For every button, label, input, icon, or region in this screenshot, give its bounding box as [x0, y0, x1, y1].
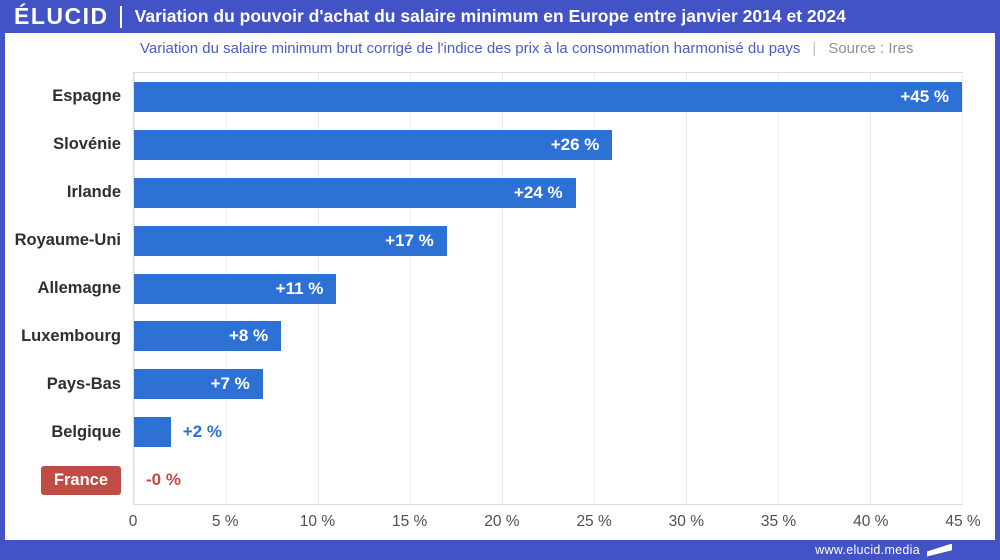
category-band: Belgique: [5, 409, 121, 457]
table-row: +8 %: [134, 312, 962, 360]
x-tick-label: 15 %: [391, 513, 428, 530]
table-row: +45 %: [134, 73, 962, 121]
value-label: +8 %: [228, 326, 269, 346]
category-label: Espagne: [52, 86, 121, 105]
subtitle-text: Variation du salaire minimum brut corrig…: [140, 40, 801, 57]
bar-rows: +45 % +26 % +24 % +17 % +11 % +8 % +7 % +2 % -0 …: [134, 73, 962, 504]
header-divider: [119, 5, 122, 28]
chart-content: Variation du salaire minimum brut corrig…: [5, 33, 995, 540]
subtitle-separator: |: [812, 40, 817, 57]
source-label: Source : Ires: [828, 40, 914, 57]
category-band: Royaume-Uni: [5, 216, 121, 264]
bar-allemagne: +11 %: [134, 273, 337, 304]
gridline: [685, 73, 687, 504]
value-label: +2 %: [182, 422, 223, 442]
footer-bar: www.elucid.media: [0, 540, 1000, 560]
bar-slovénie: +26 %: [134, 129, 613, 160]
bar-belgique: [134, 417, 171, 448]
gridline: [962, 73, 963, 504]
x-tick-label: 35 %: [760, 513, 797, 530]
page-title: Variation du pouvoir d'achat du salaire …: [134, 6, 846, 26]
website-url: www.elucid.media: [815, 543, 920, 557]
category-band: Luxembourg: [5, 313, 121, 361]
bar-royaume-uni: +17 %: [134, 225, 447, 256]
x-tick-label: 45 %: [945, 513, 981, 530]
x-axis: 0 5 % 10 % 15 % 20 % 25 % 30 % 35 % 40 % 45 %: [129, 511, 981, 535]
category-label-highlighted: France: [40, 466, 121, 496]
category-labels-column: Espagne Slovénie Irlande Royaume-Uni Allemag…: [5, 72, 121, 505]
chart-subtitle: Variation du salaire minimum brut corrig…: [140, 33, 913, 64]
category-label: Belgique: [51, 423, 121, 442]
plot-area: +45 % +26 % +24 % +17 % +11 % +8 % +7 % +2 % -0 …: [133, 72, 963, 505]
table-row: +24 %: [134, 169, 962, 217]
x-tick-label: 40 %: [853, 513, 889, 530]
gridline: [409, 73, 411, 504]
gridline: [502, 73, 503, 504]
table-row: +17 %: [134, 217, 962, 265]
table-row: +2 %: [134, 408, 962, 456]
x-tick-label: 5 %: [211, 513, 239, 530]
category-band: France: [5, 457, 121, 505]
gridline: [870, 73, 871, 504]
value-label: +24 %: [513, 182, 563, 202]
category-label: Irlande: [66, 182, 121, 201]
bar-irlande: +24 %: [134, 177, 576, 208]
table-row: -0 %: [134, 456, 962, 504]
value-label: +7 %: [210, 374, 250, 394]
x-tick-label: 30 %: [668, 513, 704, 530]
value-label: +17 %: [385, 230, 434, 250]
x-tick-label: 25 %: [576, 513, 612, 530]
category-label: Slovénie: [53, 134, 121, 153]
value-label: +45 %: [900, 86, 949, 106]
elucid-logo: ÉLUCID: [14, 3, 109, 29]
table-row: +26 %: [134, 121, 962, 169]
category-label: Royaume-Uni: [14, 230, 121, 249]
x-tick-label: 20 %: [484, 513, 520, 530]
category-band: Irlande: [5, 168, 121, 216]
category-band: Espagne: [5, 72, 121, 120]
elucid-flag-icon: [927, 543, 952, 557]
category-label: Pays-Bas: [46, 375, 121, 394]
value-label: +11 %: [275, 278, 324, 298]
category-band: Pays-Bas: [5, 361, 121, 409]
bar-espagne: +45 %: [134, 81, 962, 112]
x-tick-label: 10 %: [299, 513, 336, 530]
bar-luxembourg: +8 %: [134, 321, 282, 352]
table-row: +11 %: [134, 265, 962, 313]
table-row: +7 %: [134, 360, 962, 408]
gridline: [778, 73, 779, 504]
x-tick-label: 0: [128, 513, 138, 530]
value-label: -0 %: [146, 470, 181, 490]
bar-pays-bas: +7 %: [134, 369, 263, 400]
category-band: Allemagne: [5, 264, 121, 312]
category-band: Slovénie: [5, 120, 121, 168]
category-label: Allemagne: [37, 278, 121, 297]
gridline: [594, 73, 595, 504]
header-bar: ÉLUCID Variation du pouvoir d'achat du s…: [0, 0, 1000, 33]
category-label: Luxembourg: [21, 327, 121, 346]
value-label: +26 %: [550, 134, 600, 154]
